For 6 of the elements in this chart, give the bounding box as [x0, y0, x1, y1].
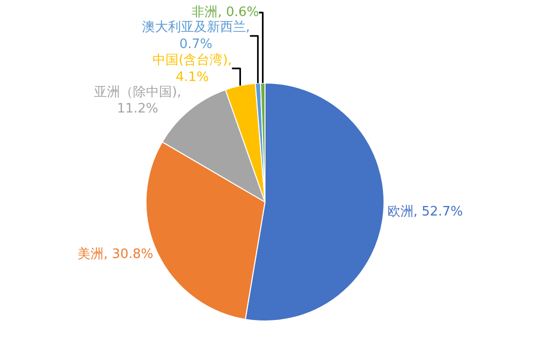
- slice-label: 中国(含台湾), 4.1%: [152, 52, 232, 85]
- slice-label: 欧洲, 52.7%: [387, 204, 463, 220]
- slice-label: 非洲, 0.6%: [192, 5, 260, 20]
- slice-label: 亚洲（除中国), 11.2%: [94, 84, 182, 117]
- slice-label: 澳大利亚及新西兰, 0.7%: [142, 20, 250, 52]
- slice-label: 美洲, 30.8%: [78, 246, 154, 262]
